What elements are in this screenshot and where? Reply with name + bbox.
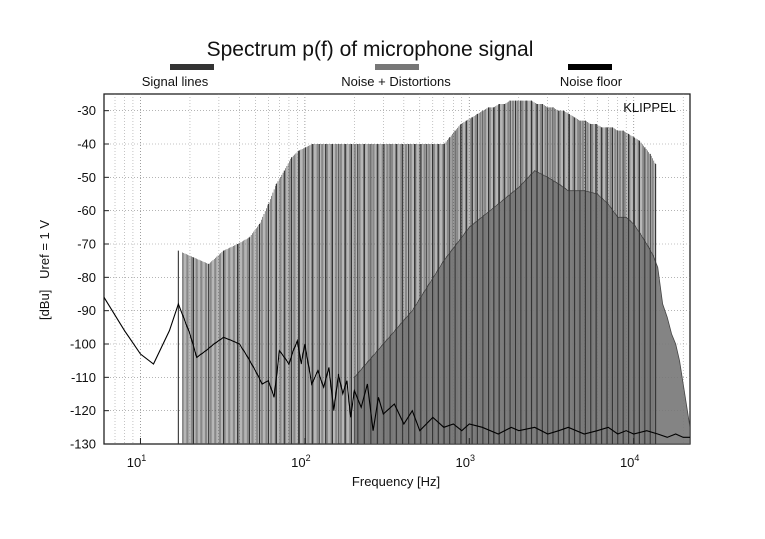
x-tick-label: 101	[127, 453, 146, 470]
legend: Signal lines Noise + Distortions Noise flo…	[142, 64, 623, 89]
y-tick-label: -130	[70, 437, 96, 452]
legend-swatch	[375, 64, 419, 70]
legend-swatch	[568, 64, 612, 70]
y-axis-label: [dBu] Uref = 1 V	[37, 220, 52, 320]
y-tick-label: -90	[77, 303, 96, 318]
y-tick-label: -30	[77, 103, 96, 118]
y-tick-label: -40	[77, 137, 96, 152]
legend-label: Signal lines	[142, 74, 209, 89]
x-axis-label: Frequency [Hz]	[352, 474, 440, 489]
legend-label: Noise floor	[560, 74, 623, 89]
chart-title: Spectrum p(f) of microphone signal	[207, 38, 534, 61]
y-tick-label: -100	[70, 337, 96, 352]
klippel-watermark: KLIPPEL	[623, 100, 676, 115]
y-tick-label: -80	[77, 270, 96, 285]
x-tick-label: 104	[620, 453, 639, 470]
legend-swatch	[170, 64, 214, 70]
y-tick-label: -120	[70, 403, 96, 418]
plot-area	[104, 100, 690, 444]
legend-label: Noise + Distortions	[341, 74, 451, 89]
noise-floor-line	[104, 297, 690, 438]
y-tick-label: -70	[77, 237, 96, 252]
x-tick-label: 103	[456, 453, 475, 470]
y-tick-label: -50	[77, 170, 96, 185]
y-tick-label: -60	[77, 203, 96, 218]
y-tick-label: -110	[71, 370, 96, 385]
axes: -30 -40 -50 -60 -70 -80 -90 -100 -110 -120 -130 101…	[70, 103, 639, 470]
x-tick-label: 102	[291, 453, 310, 470]
